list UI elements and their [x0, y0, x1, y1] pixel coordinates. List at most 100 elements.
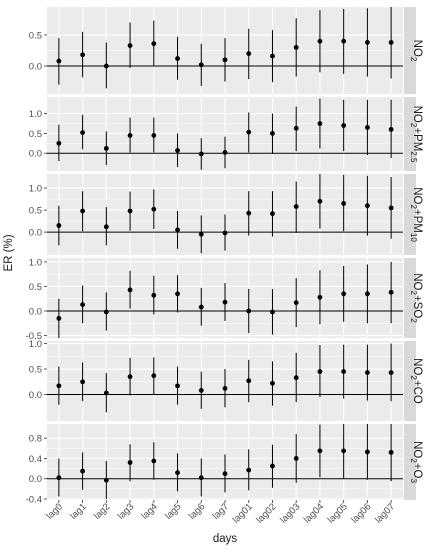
- point-lag07: [388, 289, 394, 295]
- point-lag06: [365, 40, 370, 45]
- point-lag7: [222, 471, 228, 477]
- point-lag06: [365, 125, 370, 130]
- x-tick-label-lag03: lag03: [278, 501, 302, 525]
- point-lag4: [151, 41, 157, 47]
- facet-panel-1: 0.0 0.5 NO2: [29, 7, 423, 94]
- point-lag03: [293, 204, 299, 209]
- point-lag01: [246, 378, 252, 384]
- point-lag7: [222, 57, 228, 63]
- x-tick-label-lag07: lag07: [373, 501, 397, 525]
- point-lag5: [175, 148, 180, 153]
- facet-panel-2: 0.0 0.5 1.0 NO2+PM2.5: [29, 97, 423, 171]
- point-lag05: [341, 201, 347, 206]
- facet-panel-5: 0.0 0.5 1.0 NO2+CO: [29, 339, 423, 421]
- point-lag06: [365, 370, 370, 375]
- x-tick-label-lag0: lag0: [45, 501, 65, 521]
- point-lag5: [175, 383, 180, 389]
- point-lag01: [246, 308, 252, 314]
- facet-strip-label: NO2+SO2: [409, 273, 423, 323]
- facet-strip-label: NO2+PM10: [409, 187, 423, 242]
- point-lag7: [222, 385, 228, 391]
- point-lag2: [103, 146, 109, 151]
- point-lag3: [127, 208, 133, 214]
- facet-panel-3: 0.0 0.5 1.0 NO2+PM10: [29, 174, 423, 255]
- point-lag02: [270, 211, 275, 217]
- point-lag0: [56, 383, 62, 389]
- point-lag1: [80, 468, 85, 474]
- point-lag4: [151, 458, 157, 464]
- point-lag02: [270, 131, 275, 136]
- point-lag3: [127, 374, 133, 380]
- point-lag1: [80, 379, 85, 385]
- y-tick-label: 0.8: [29, 434, 42, 445]
- x-tick-label-lag04: lag04: [302, 501, 326, 525]
- facet-panel-6: -0.4 0.0 0.4 0.8 NO2+O3: [26, 424, 423, 505]
- point-lag2: [103, 309, 109, 315]
- x-tick-label-lag06: lag06: [349, 501, 373, 525]
- facet-panel-4: -0.5 0.0 0.5 1.0 NO2+SO2: [26, 257, 423, 342]
- facet-strip: [404, 341, 416, 421]
- point-lag6: [198, 475, 204, 481]
- point-lag06: [365, 203, 370, 209]
- point-lag4: [151, 373, 157, 379]
- facet-strip: [404, 174, 416, 255]
- y-tick-label: 1.0: [29, 339, 42, 350]
- point-lag01: [246, 210, 252, 216]
- point-lag5: [175, 227, 180, 233]
- point-lag07: [388, 127, 394, 132]
- point-lag6: [198, 304, 204, 310]
- x-axis: lag0 lag1 lag2 lag3 lag4 lag5 lag6 lag7 lag01 lag…: [45, 500, 397, 526]
- point-lag01: [246, 51, 252, 57]
- point-lag3: [127, 43, 133, 48]
- x-tick-label-lag2: lag2: [92, 501, 112, 521]
- point-lag02: [270, 309, 275, 315]
- point-lag3: [127, 132, 133, 138]
- point-lag05: [341, 291, 347, 297]
- point-lag6: [198, 151, 204, 157]
- point-lag7: [222, 230, 228, 236]
- point-lag07: [388, 370, 394, 375]
- y-axis-title: ER (%): [3, 234, 15, 271]
- point-lag1: [80, 302, 85, 308]
- facet-strip-label: NO2+CO: [409, 358, 423, 404]
- y-tick-label: 0.0: [29, 62, 42, 73]
- x-tick-label-lag02: lag02: [254, 501, 278, 525]
- y-tick-label: 1.0: [29, 184, 42, 195]
- point-lag2: [103, 477, 109, 483]
- point-lag2: [103, 63, 109, 69]
- point-lag7: [222, 150, 228, 155]
- point-lag03: [293, 300, 299, 306]
- point-lag03: [293, 375, 299, 381]
- point-lag6: [198, 231, 204, 237]
- x-tick-label-lag05: lag05: [326, 501, 350, 525]
- point-lag03: [293, 125, 299, 131]
- point-lag04: [317, 369, 323, 374]
- point-lag07: [388, 205, 394, 211]
- y-tick-label: 0.0: [29, 149, 42, 160]
- point-lag02: [270, 463, 275, 469]
- facet-strip-label: NO2: [409, 40, 423, 62]
- point-lag0: [56, 475, 62, 481]
- point-lag3: [127, 287, 133, 293]
- x-tick-label-lag6: lag6: [187, 501, 207, 521]
- facet-strip: [404, 7, 416, 94]
- facet-strip-label: NO2+PM2.5: [409, 106, 423, 163]
- x-tick-label-lag7: lag7: [211, 501, 231, 521]
- x-tick-label-lag3: lag3: [116, 501, 136, 521]
- point-lag04: [317, 38, 323, 44]
- point-lag06: [365, 449, 370, 455]
- y-tick-label: 0.0: [29, 390, 42, 401]
- y-tick-label: 0.5: [29, 129, 42, 140]
- y-tick-label: 0.5: [29, 206, 42, 217]
- point-lag01: [246, 467, 252, 473]
- point-lag4: [151, 292, 157, 298]
- point-lag3: [127, 460, 133, 465]
- x-tick-label-lag4: lag4: [139, 501, 159, 521]
- y-tick-label: 0.0: [29, 474, 42, 485]
- point-lag05: [341, 123, 347, 128]
- point-lag1: [80, 130, 85, 136]
- point-lag05: [341, 448, 347, 454]
- x-tick-label-lag01: lag01: [231, 501, 255, 525]
